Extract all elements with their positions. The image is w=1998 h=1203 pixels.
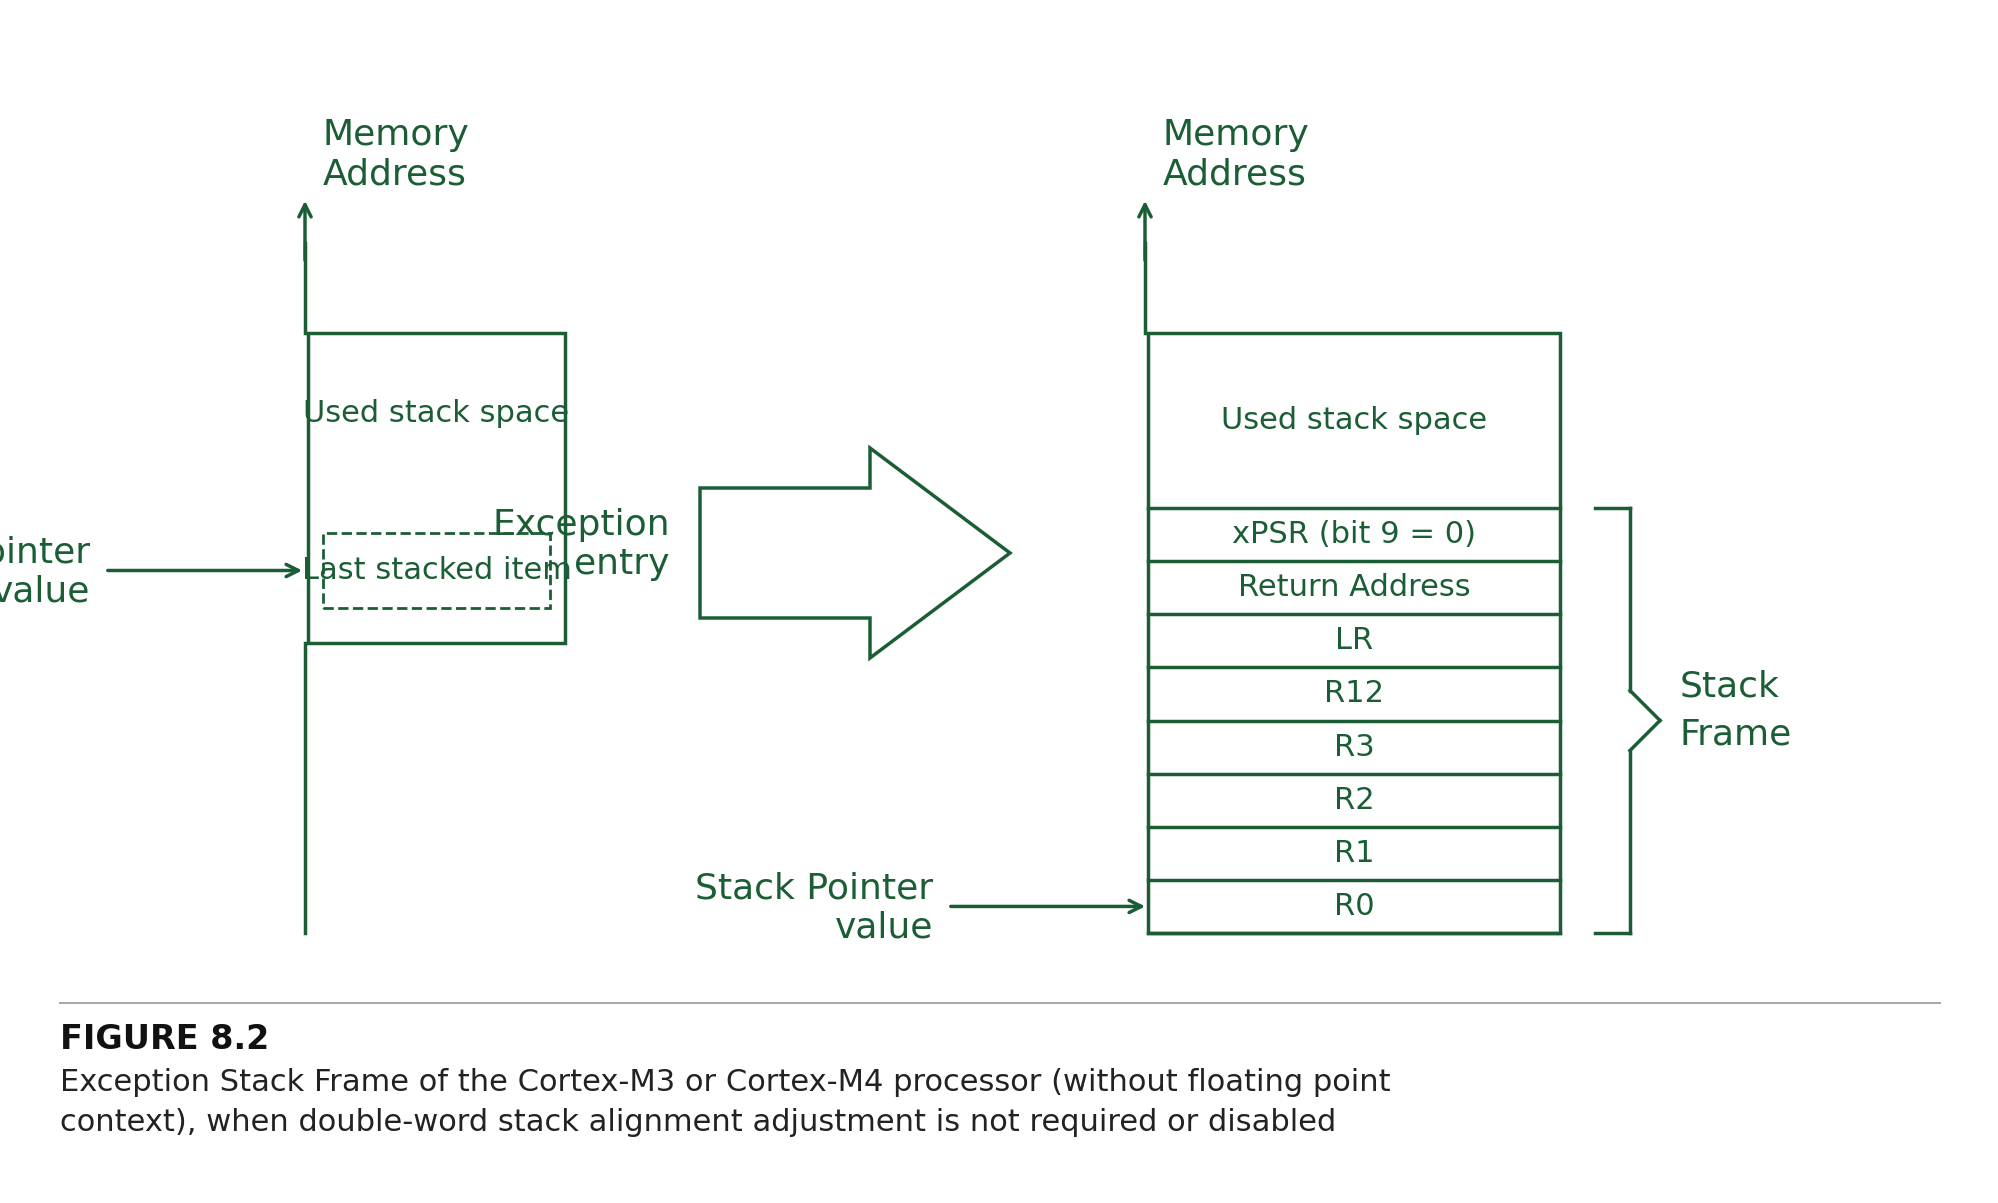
Text: LR: LR: [1335, 627, 1373, 656]
Text: R1: R1: [1333, 838, 1375, 867]
Text: Exception
entry: Exception entry: [492, 508, 669, 581]
Text: Memory
Address: Memory Address: [324, 118, 470, 191]
Bar: [1147, 333, 1558, 934]
Text: R0: R0: [1333, 891, 1375, 921]
Text: Exception Stack Frame of the Cortex-M3 or Cortex-M4 processor (without floating : Exception Stack Frame of the Cortex-M3 o…: [60, 1068, 1391, 1097]
Text: Stack Pointer
value: Stack Pointer value: [0, 535, 90, 609]
Text: FIGURE 8.2: FIGURE 8.2: [60, 1023, 270, 1056]
Text: Return Address: Return Address: [1237, 573, 1471, 603]
Text: R12: R12: [1323, 680, 1383, 709]
Text: Memory
Address: Memory Address: [1163, 118, 1309, 191]
Polygon shape: [699, 448, 1009, 658]
Text: R3: R3: [1333, 733, 1375, 761]
Text: Used stack space: Used stack space: [304, 398, 569, 427]
Text: xPSR (bit 9 = 0): xPSR (bit 9 = 0): [1231, 520, 1475, 549]
Text: Stack
Frame: Stack Frame: [1678, 670, 1792, 751]
Bar: [308, 333, 565, 642]
Text: R2: R2: [1333, 786, 1375, 814]
Text: Used stack space: Used stack space: [1221, 405, 1487, 435]
Text: Last stacked item: Last stacked item: [302, 556, 571, 585]
Text: context), when double-word stack alignment adjustment is not required or disable: context), when double-word stack alignme…: [60, 1108, 1335, 1137]
Bar: [324, 533, 549, 608]
Text: Stack Pointer
value: Stack Pointer value: [695, 871, 933, 944]
